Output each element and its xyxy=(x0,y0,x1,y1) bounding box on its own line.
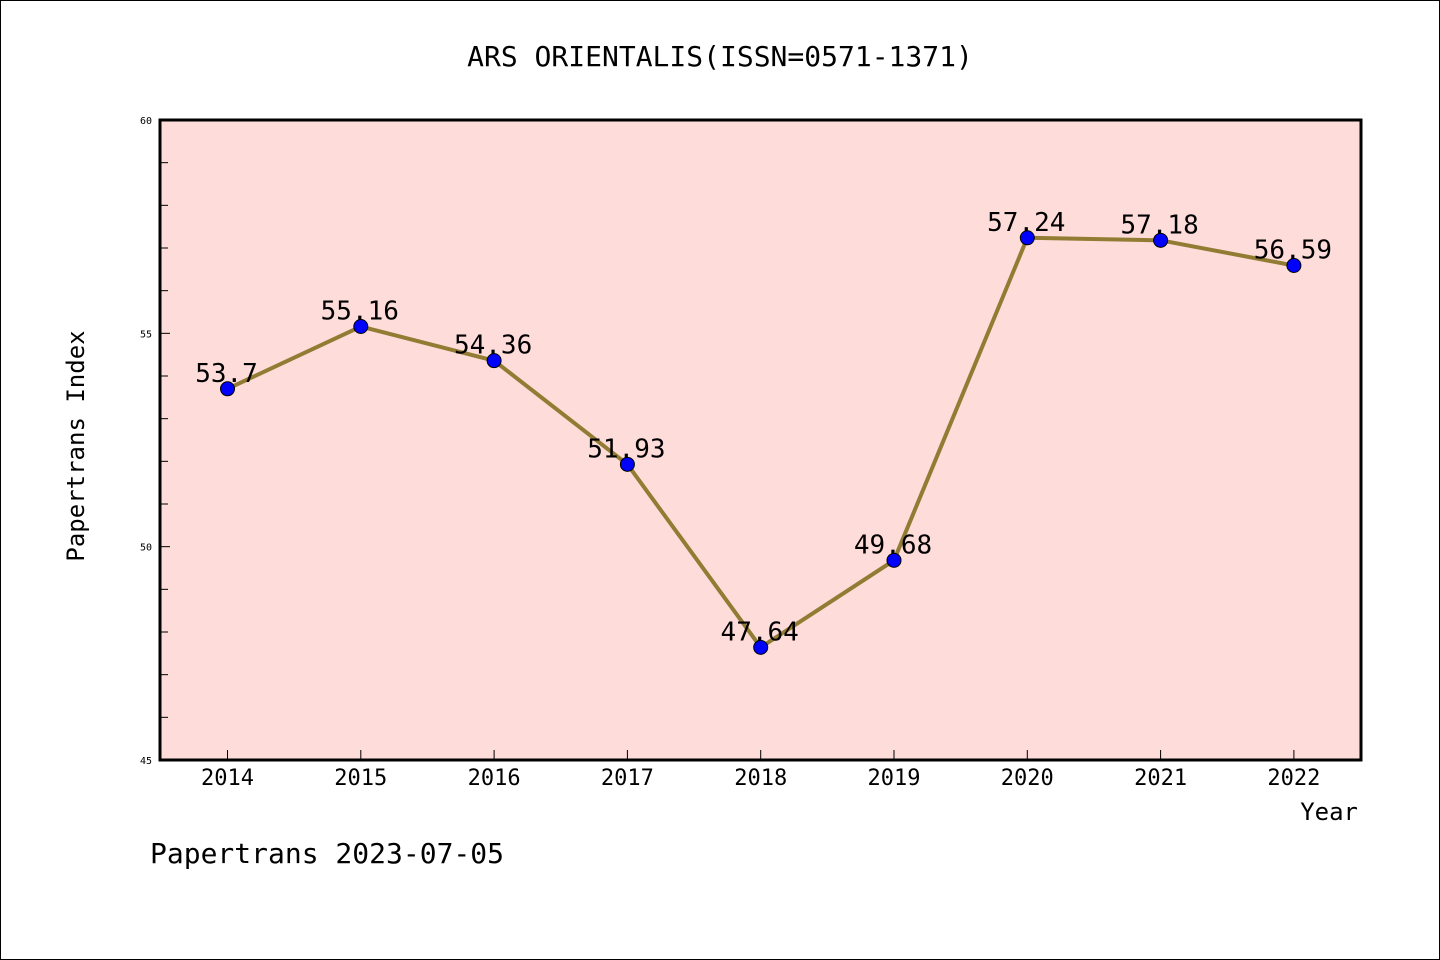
data-label: 57.24 xyxy=(987,208,1065,238)
series: 53.7 55.16 54.36 51.93 47.64 49.68 57.24 57.18 5… xyxy=(195,208,1332,655)
data-label: 56.59 xyxy=(1254,235,1332,265)
y-axis: 45 50 55 60 xyxy=(140,116,170,767)
data-label: 53.7 xyxy=(195,359,258,389)
data-point xyxy=(619,456,635,472)
x-tick-label: 2016 xyxy=(468,766,521,791)
x-tick-label: 2015 xyxy=(334,766,387,791)
data-point xyxy=(353,319,369,335)
data-point xyxy=(1153,232,1169,248)
x-tick-label: 2019 xyxy=(868,766,921,791)
x-tick-label: 2014 xyxy=(201,766,254,791)
x-tick-label: 2021 xyxy=(1134,766,1187,791)
x-tick-label: 2020 xyxy=(1001,766,1054,791)
chart-title: ARS ORIENTALIS(ISSN=0571-1371) xyxy=(467,40,973,73)
data-label: 47.64 xyxy=(721,617,799,647)
data-label: 57.18 xyxy=(1120,210,1198,240)
y-tick-label: 45 xyxy=(140,756,152,767)
data-point xyxy=(220,381,235,397)
data-point xyxy=(753,639,769,655)
y-axis-label: Papertrans Index xyxy=(62,330,90,561)
data-label: 55.16 xyxy=(321,297,399,327)
data-point xyxy=(486,353,502,369)
data-label: 51.93 xyxy=(587,434,665,464)
data-label: 49.68 xyxy=(854,530,932,560)
data-point xyxy=(1286,257,1302,273)
y-tick-label: 60 xyxy=(140,116,152,127)
data-label: 54.36 xyxy=(454,331,532,361)
x-tick-label: 2018 xyxy=(734,766,787,791)
data-point xyxy=(1019,230,1035,246)
data-point xyxy=(886,552,902,568)
y-tick-label: 55 xyxy=(140,329,152,340)
footer-credit: Papertrans 2023-07-05 xyxy=(150,837,504,870)
x-tick-label: 2022 xyxy=(1267,766,1320,791)
x-tick-label: 2017 xyxy=(601,766,654,791)
y-tick-label: 50 xyxy=(140,543,152,554)
x-axis-label: Year xyxy=(1300,798,1358,826)
x-axis: 2014 2015 2016 2017 2018 2019 2020 2021 2022 xyxy=(201,750,1320,791)
